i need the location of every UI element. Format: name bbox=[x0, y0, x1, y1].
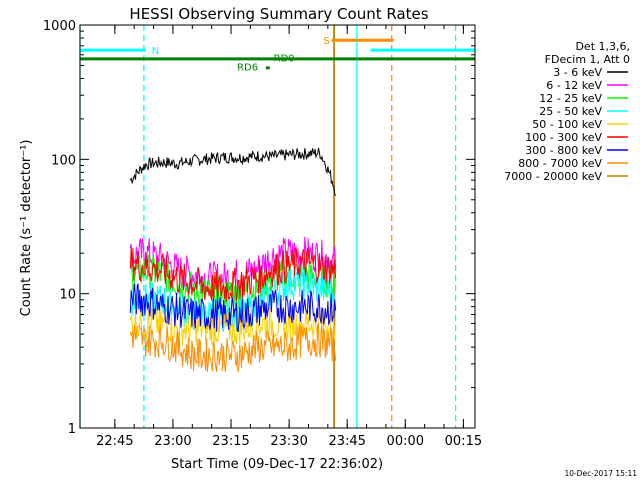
state-bar-label: RD0 bbox=[274, 53, 295, 64]
series-line bbox=[129, 322, 337, 373]
y-tick-label: 100 bbox=[51, 153, 76, 168]
state-bar-label: S bbox=[323, 36, 329, 47]
legend-label: 300 - 800 keV bbox=[525, 144, 602, 157]
x-tick-label: 23:30 bbox=[270, 434, 307, 449]
y-tick-label: 1000 bbox=[43, 19, 76, 34]
x-tick-label: 22:45 bbox=[96, 434, 133, 449]
legend-header: Det 1,3,6, bbox=[575, 40, 630, 53]
legend-header: FDecim 1, Att 0 bbox=[545, 53, 630, 66]
chart-title: HESSI Observing Summary Count Rates bbox=[129, 5, 428, 23]
legend-label: 25 - 50 keV bbox=[539, 105, 602, 118]
state-bar-label: N bbox=[152, 46, 159, 57]
plot-frame bbox=[79, 24, 476, 429]
y-tick-label: 10 bbox=[59, 288, 76, 303]
legend-label: 6 - 12 keV bbox=[546, 79, 602, 92]
legend-label: 3 - 6 keV bbox=[553, 66, 602, 79]
legend-label: 7000 - 20000 keV bbox=[504, 170, 602, 183]
state-bar-label: RD6 bbox=[237, 63, 258, 74]
series-line bbox=[129, 266, 337, 332]
x-tick-label: 23:00 bbox=[154, 434, 191, 449]
x-axis-label: Start Time (09-Dec-17 22:36:02) bbox=[171, 457, 383, 472]
legend-label: 800 - 7000 keV bbox=[518, 157, 602, 170]
series-line bbox=[129, 282, 337, 333]
x-tick-label: 23:45 bbox=[328, 434, 365, 449]
legend-label: 50 - 100 keV bbox=[532, 118, 602, 131]
plot-area: 1 10 100 1000 22:45 23:00 23:15 23:30 23:45 00:00… bbox=[43, 19, 482, 449]
x-tick-label: 00:00 bbox=[387, 434, 424, 449]
y-axis-label: Count Rate (s⁻¹ detector⁻¹) bbox=[19, 140, 34, 317]
series-line bbox=[129, 305, 337, 346]
series-line bbox=[129, 246, 337, 303]
y-tick-label: 1 bbox=[68, 422, 76, 437]
series-line bbox=[129, 147, 337, 196]
timestamp: 10-Dec-2017 15:11 bbox=[564, 469, 637, 478]
legend-label: 12 - 25 keV bbox=[539, 92, 602, 105]
legend-label: 100 - 300 keV bbox=[525, 131, 602, 144]
x-tick-label: 23:15 bbox=[212, 434, 249, 449]
x-tick-label: 00:15 bbox=[445, 434, 482, 449]
